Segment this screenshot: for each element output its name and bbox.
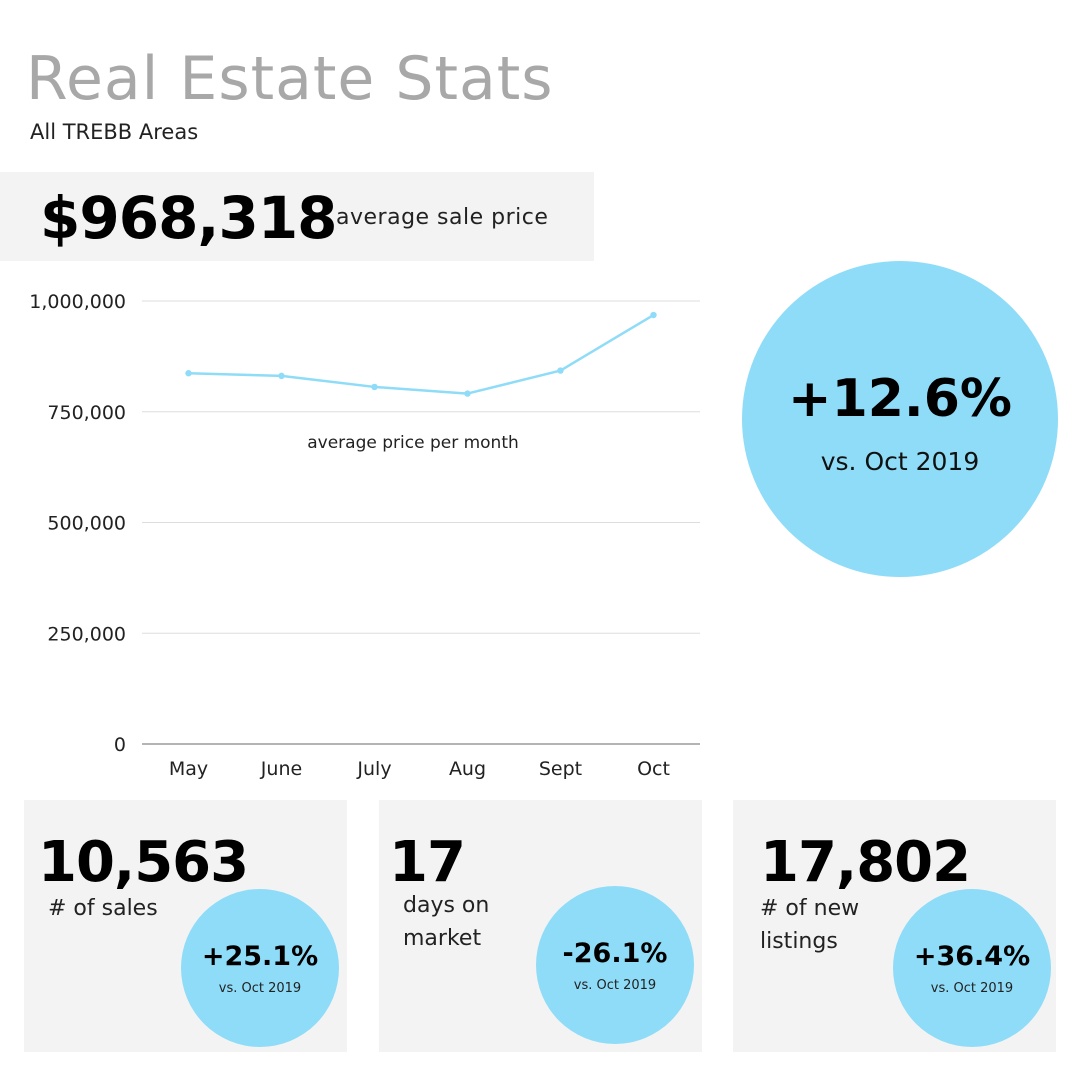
x-tick-label: May xyxy=(169,758,208,780)
page-title: Real Estate Stats xyxy=(26,44,554,114)
data-point xyxy=(464,390,471,397)
yearly-change-circle: +12.6% vs. Oct 2019 xyxy=(742,261,1058,577)
sales-change-comparison: vs. Oct 2019 xyxy=(218,981,302,996)
average-price-line-chart: 0 250,000 500,000 750,000 1,000,000 May June J… xyxy=(29,291,700,780)
average-price-panel xyxy=(0,172,594,261)
y-tick-label: 1,000,000 xyxy=(29,291,126,313)
y-tick-label: 250,000 xyxy=(47,623,126,645)
average-price-value: $968,318 xyxy=(40,184,338,252)
days-on-market-card: 17 days on market -26.1% vs. Oct 2019 xyxy=(379,800,702,1052)
chart-series xyxy=(185,311,657,397)
new-listings-change-circle: +36.4% vs. Oct 2019 xyxy=(893,889,1051,1047)
chart-title: average price per month xyxy=(307,433,519,453)
chart-x-axis: May June July Aug Sept Oct xyxy=(169,758,670,780)
x-tick-label: Sept xyxy=(539,758,582,780)
x-tick-label: June xyxy=(260,758,302,780)
x-tick-label: July xyxy=(356,758,391,780)
sales-count-label: # of sales xyxy=(48,896,158,921)
data-point xyxy=(650,311,657,319)
new-listings-change-comparison: vs. Oct 2019 xyxy=(930,981,1014,996)
y-tick-label: 0 xyxy=(114,734,126,756)
new-listings-change-value: +36.4% xyxy=(913,941,1031,972)
series-line xyxy=(187,313,655,395)
data-point xyxy=(371,383,378,391)
days-on-market-change-value: -26.1% xyxy=(562,938,668,969)
data-point xyxy=(557,367,564,374)
page-subtitle: All TREBB Areas xyxy=(30,120,199,144)
days-on-market-label: days on market xyxy=(403,893,490,951)
x-tick-label: Oct xyxy=(637,758,670,780)
sales-count-card: 10,563 # of sales +25.1% vs. Oct 2019 xyxy=(24,800,347,1052)
yearly-change-value: +12.6% xyxy=(788,369,1012,429)
sales-change-circle: +25.1% vs. Oct 2019 xyxy=(181,889,339,1047)
new-listings-label: # of new listings xyxy=(760,896,860,954)
x-tick-label: Aug xyxy=(449,758,486,780)
days-on-market-change-comparison: vs. Oct 2019 xyxy=(573,978,657,993)
sales-count-value: 10,563 xyxy=(38,830,249,895)
days-on-market-value: 17 xyxy=(389,830,466,895)
y-tick-label: 750,000 xyxy=(47,402,126,424)
data-point xyxy=(185,370,192,377)
y-tick-label: 500,000 xyxy=(47,513,126,535)
chart-y-axis: 0 250,000 500,000 750,000 1,000,000 xyxy=(29,291,126,756)
data-point xyxy=(278,372,285,380)
days-on-market-change-circle: -26.1% vs. Oct 2019 xyxy=(536,886,694,1044)
chart-gridlines xyxy=(142,300,700,745)
new-listings-value: 17,802 xyxy=(760,830,971,895)
yearly-change-comparison: vs. Oct 2019 xyxy=(820,447,980,476)
average-price-label: average sale price xyxy=(336,205,549,230)
new-listings-card: 17,802 # of new listings +36.4% vs. Oct … xyxy=(733,800,1056,1052)
sales-change-value: +25.1% xyxy=(201,941,319,972)
